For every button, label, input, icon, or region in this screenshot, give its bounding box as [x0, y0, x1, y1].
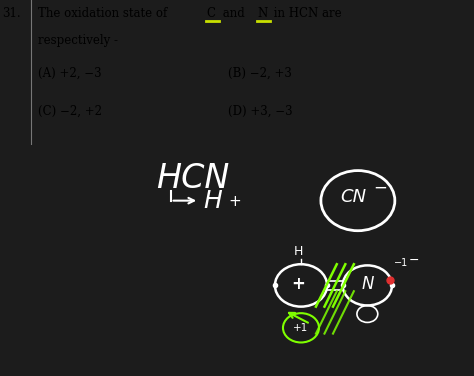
Text: in HCN are: in HCN are: [270, 7, 342, 20]
Text: −: −: [409, 254, 419, 267]
Text: H: H: [204, 189, 223, 213]
Text: +: +: [292, 274, 306, 293]
Text: N: N: [361, 274, 374, 293]
Text: +1: +1: [293, 323, 309, 333]
Text: (C) −2, +2: (C) −2, +2: [38, 105, 102, 118]
Text: (D) +3, −3: (D) +3, −3: [228, 105, 292, 118]
Text: (B) −2, +3: (B) −2, +3: [228, 67, 292, 80]
Text: −1: −1: [394, 258, 409, 268]
Text: HCN: HCN: [156, 162, 230, 195]
Text: N: N: [257, 7, 267, 20]
Text: C: C: [206, 7, 215, 20]
Text: and: and: [219, 7, 249, 20]
Text: CN: CN: [340, 188, 366, 206]
Text: H: H: [294, 246, 303, 258]
Text: The oxidation state of: The oxidation state of: [38, 7, 171, 20]
Text: (A) +2, −3: (A) +2, −3: [38, 67, 101, 80]
Text: 31.: 31.: [2, 7, 21, 20]
Text: −: −: [373, 178, 387, 196]
Text: respectively -: respectively -: [38, 34, 118, 47]
Text: +: +: [228, 194, 241, 209]
